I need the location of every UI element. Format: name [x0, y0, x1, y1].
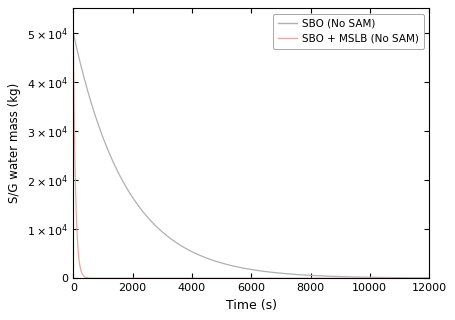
Line: SBO + MSLB (No SAM): SBO + MSLB (No SAM): [73, 33, 429, 278]
X-axis label: Time (s): Time (s): [226, 299, 277, 312]
SBO + MSLB (No SAM): [135, 276, 141, 280]
Y-axis label: S/G water mass (kg): S/G water mass (kg): [8, 83, 21, 204]
SBO + MSLB (No SAM): [363, 276, 369, 280]
SBO (No SAM): [302, 273, 308, 277]
Line: SBO (No SAM): SBO (No SAM): [73, 33, 429, 278]
SBO + MSLB (No SAM): [336, 276, 342, 280]
SBO (No SAM): [336, 275, 342, 278]
SBO + MSLB (No SAM): [207, 276, 212, 280]
SBO (No SAM): [426, 276, 432, 280]
SBO + MSLB (No SAM): [302, 276, 308, 280]
SBO (No SAM): [207, 257, 212, 261]
SBO (No SAM): [284, 272, 289, 276]
SBO + MSLB (No SAM): [284, 276, 289, 280]
SBO (No SAM): [71, 31, 76, 35]
SBO + MSLB (No SAM): [426, 276, 432, 280]
Legend: SBO (No SAM), SBO + MSLB (No SAM): SBO (No SAM), SBO + MSLB (No SAM): [273, 13, 424, 49]
SBO (No SAM): [135, 203, 141, 207]
SBO (No SAM): [363, 275, 369, 279]
SBO + MSLB (No SAM): [71, 31, 76, 35]
SBO + MSLB (No SAM): [95, 276, 100, 280]
